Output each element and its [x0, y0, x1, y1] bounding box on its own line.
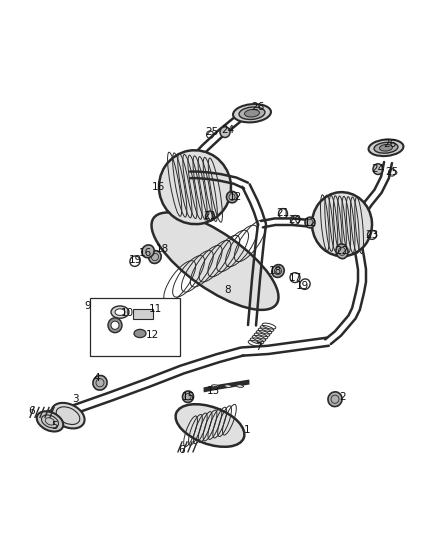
Text: 9: 9	[85, 301, 91, 311]
Bar	[133, 309, 153, 319]
Ellipse shape	[93, 375, 107, 390]
Text: 23: 23	[365, 230, 378, 240]
Ellipse shape	[149, 251, 161, 263]
Text: 24: 24	[371, 164, 385, 174]
Ellipse shape	[233, 104, 271, 123]
Ellipse shape	[272, 264, 284, 277]
Ellipse shape	[51, 403, 85, 429]
Ellipse shape	[212, 385, 219, 387]
Text: 25: 25	[385, 167, 399, 177]
Text: 26: 26	[251, 102, 265, 112]
Text: 6: 6	[179, 445, 185, 455]
Ellipse shape	[111, 306, 129, 318]
Ellipse shape	[374, 142, 398, 153]
Ellipse shape	[239, 107, 265, 119]
Text: 22: 22	[336, 246, 349, 256]
Ellipse shape	[176, 404, 244, 447]
Ellipse shape	[142, 245, 154, 257]
Text: 15: 15	[181, 392, 194, 402]
Ellipse shape	[146, 333, 158, 345]
Text: 6: 6	[28, 406, 35, 416]
Ellipse shape	[183, 391, 194, 402]
Ellipse shape	[312, 192, 372, 256]
Text: 5: 5	[52, 421, 58, 431]
Text: 10: 10	[120, 308, 134, 318]
Ellipse shape	[328, 392, 342, 407]
Ellipse shape	[159, 150, 231, 224]
Text: 8: 8	[225, 285, 231, 295]
Ellipse shape	[244, 109, 259, 117]
Ellipse shape	[220, 127, 230, 138]
Text: 2: 2	[340, 392, 346, 402]
Text: 11: 11	[148, 304, 162, 314]
Ellipse shape	[305, 217, 315, 228]
Text: 16: 16	[152, 182, 165, 192]
Ellipse shape	[226, 191, 237, 203]
Ellipse shape	[152, 213, 279, 310]
Text: 26: 26	[383, 140, 397, 149]
Text: 20: 20	[289, 215, 301, 225]
Text: 18: 18	[268, 266, 282, 276]
Ellipse shape	[379, 144, 392, 151]
Text: 19: 19	[295, 281, 309, 291]
Ellipse shape	[134, 329, 146, 337]
Ellipse shape	[37, 411, 63, 432]
Text: 21: 21	[203, 211, 217, 221]
Text: 12: 12	[228, 192, 242, 202]
Ellipse shape	[368, 140, 403, 156]
Text: 4: 4	[94, 373, 100, 383]
Text: 1: 1	[244, 425, 250, 434]
Ellipse shape	[108, 318, 122, 333]
Text: 16: 16	[138, 248, 152, 258]
Text: 12: 12	[145, 330, 159, 340]
Ellipse shape	[115, 309, 125, 316]
Text: 24: 24	[221, 125, 235, 135]
Ellipse shape	[237, 385, 244, 387]
Ellipse shape	[225, 385, 232, 387]
Text: 12: 12	[304, 217, 317, 228]
Ellipse shape	[336, 244, 348, 259]
Text: 7: 7	[254, 342, 261, 352]
Bar	[90, 298, 180, 356]
Text: 19: 19	[128, 255, 141, 264]
Text: 3: 3	[72, 394, 78, 404]
Text: 18: 18	[155, 244, 169, 254]
Text: 25: 25	[205, 127, 219, 137]
Text: 17: 17	[288, 272, 302, 282]
Ellipse shape	[373, 164, 383, 174]
Text: 21: 21	[276, 208, 290, 219]
Text: 13: 13	[206, 386, 219, 396]
Ellipse shape	[111, 321, 119, 329]
